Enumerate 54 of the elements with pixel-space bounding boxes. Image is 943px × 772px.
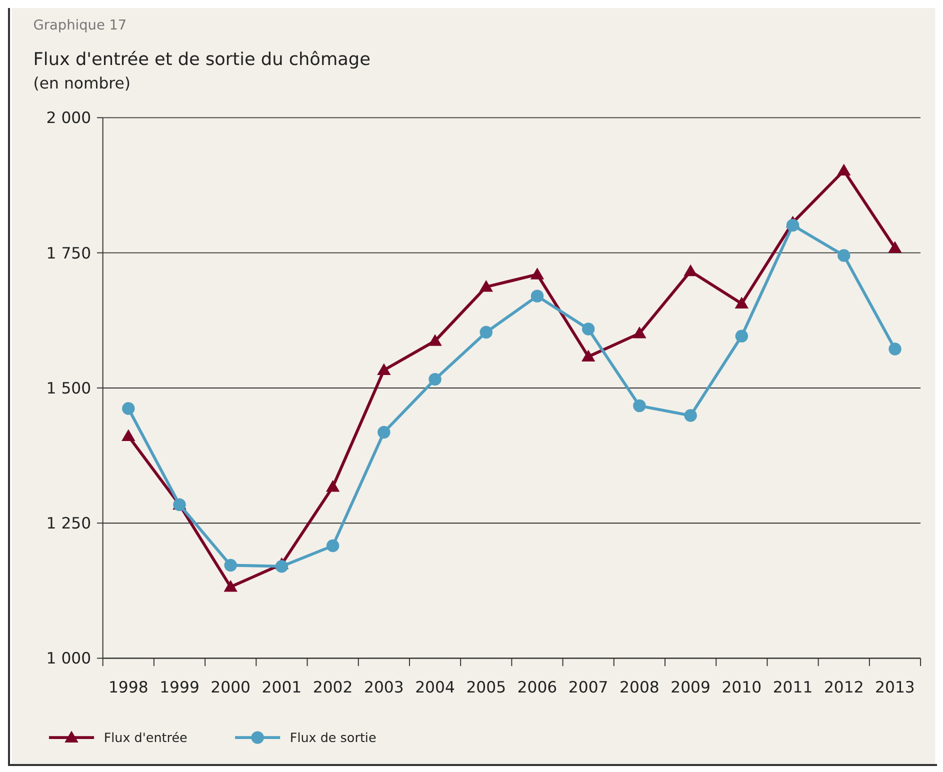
point	[632, 326, 646, 338]
x-tick-label: 2006	[517, 678, 558, 697]
point	[428, 334, 442, 346]
x-tick-label: 1999	[160, 678, 200, 697]
x-tick-label: 2005	[466, 678, 506, 697]
point	[122, 402, 135, 415]
chart-subtitle: Flux d'entrée et de sortie du chômage	[33, 50, 370, 70]
point	[786, 218, 800, 232]
point	[479, 280, 493, 292]
point	[684, 409, 697, 422]
point	[888, 241, 902, 253]
point	[837, 164, 851, 176]
x-tick-label: 2013	[875, 678, 915, 697]
x-tick-label: 2001	[262, 678, 302, 697]
y-tick-label: 1 250	[46, 514, 92, 533]
point	[326, 480, 340, 492]
point	[530, 268, 544, 280]
point	[684, 264, 698, 276]
y-axis-title: (en nombre)	[33, 73, 130, 92]
y-tick-label: 1 000	[46, 648, 92, 668]
legend-label: Flux de sortie	[290, 731, 376, 746]
legend-label: Flux d'entrée	[104, 731, 188, 746]
point	[581, 350, 596, 362]
point	[838, 249, 850, 262]
point	[734, 296, 749, 309]
chart-title: Graphique 17	[33, 18, 127, 34]
point	[633, 399, 646, 412]
point	[530, 290, 544, 302]
point	[480, 326, 493, 339]
x-tick-label: 2000	[210, 678, 251, 697]
x-tick-label: 1998	[108, 678, 148, 697]
point	[377, 363, 391, 376]
x-tick-label: 2010	[722, 678, 762, 697]
point	[888, 342, 902, 356]
point	[378, 426, 390, 439]
point	[428, 372, 442, 386]
point	[275, 560, 288, 573]
x-tick-label: 2002	[312, 678, 353, 697]
x-tick-label: 2004	[415, 678, 455, 697]
x-tick-label: 2009	[670, 678, 710, 697]
x-tick-label: 2008	[620, 678, 660, 697]
x-tick-label: 2007	[568, 678, 608, 697]
x-tick-label: 2003	[364, 678, 404, 697]
point	[224, 580, 238, 592]
y-tick-label: 1 750	[46, 243, 92, 262]
point	[122, 429, 136, 441]
point	[224, 558, 237, 572]
x-tick-label: 2012	[824, 678, 864, 697]
point	[326, 539, 340, 552]
point	[735, 330, 748, 342]
y-tick-label: 2 000	[46, 108, 92, 128]
point	[582, 322, 595, 336]
y-tick-label: 1 500	[46, 378, 92, 398]
x-tick-label: 2011	[772, 678, 813, 697]
